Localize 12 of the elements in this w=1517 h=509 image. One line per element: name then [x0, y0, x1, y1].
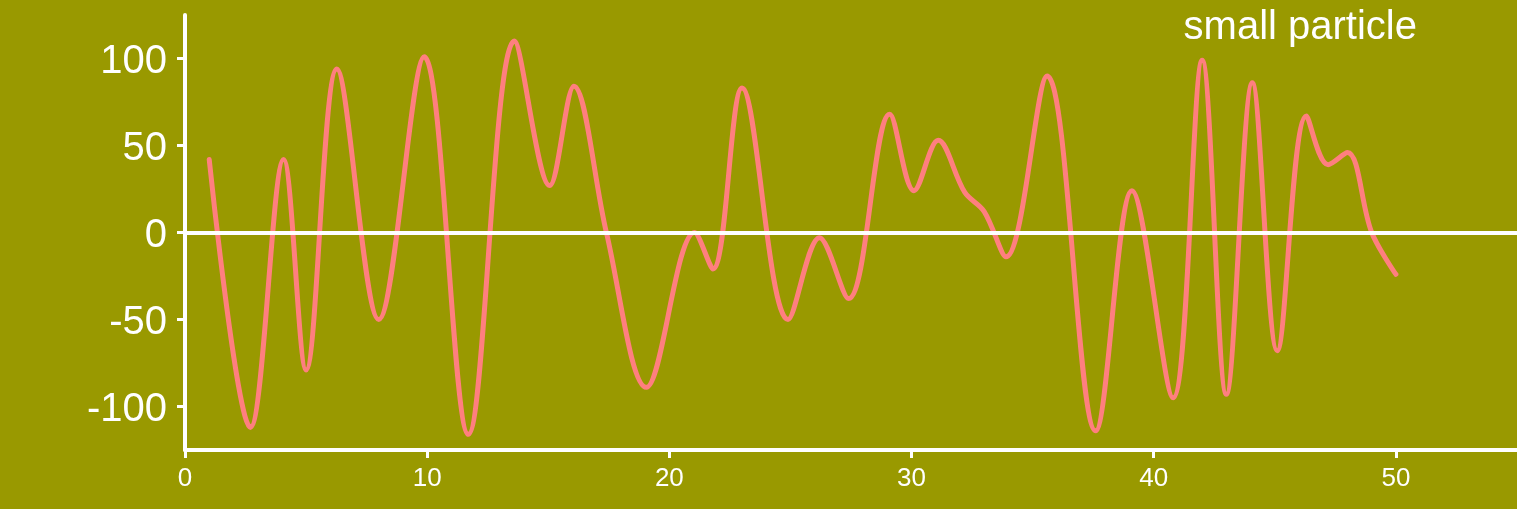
x-tick-label: 20 — [654, 462, 684, 492]
y-tick-label: -50 — [109, 297, 167, 342]
x-tick-label: 0 — [177, 462, 193, 492]
chart-title: small particle — [1183, 3, 1418, 47]
x-tick-label: 40 — [1139, 462, 1169, 492]
x-tick-label: 50 — [1381, 462, 1411, 492]
x-tick-label: 10 — [412, 462, 442, 492]
y-tick-label: 0 — [144, 210, 167, 255]
y-tick-label: 50 — [122, 123, 167, 168]
y-tick-label: 100 — [100, 36, 167, 81]
x-tick-label: 30 — [897, 462, 927, 492]
y-tick-label: -100 — [86, 384, 167, 429]
